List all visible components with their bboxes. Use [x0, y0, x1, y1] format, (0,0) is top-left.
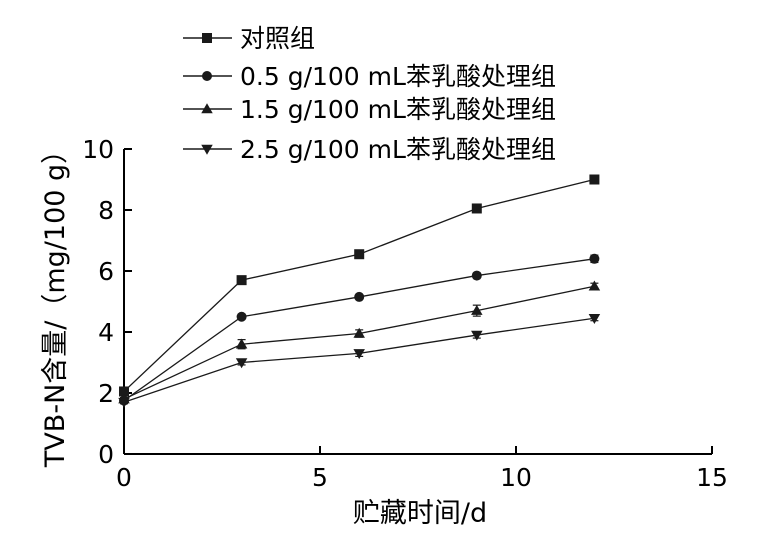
- data-point: [589, 174, 600, 185]
- axes: 0 5 10 15 0 2 4 6 8 10: [82, 135, 728, 492]
- y-tick-label: 6: [98, 257, 114, 286]
- y-axis-label: TVB-N含量/（mg/100 g）: [40, 137, 71, 468]
- data-point: [236, 311, 247, 322]
- legend-marker: [202, 33, 212, 43]
- legend-item: 0.5 g/100 mL苯乳酸处理组: [183, 62, 556, 91]
- series-line: [123, 285, 595, 400]
- legend-label: 对照组: [240, 24, 315, 53]
- data-point: [471, 304, 483, 315]
- y-tick-label: 8: [98, 196, 114, 225]
- data-point: [588, 314, 601, 325]
- data-point: [353, 327, 365, 338]
- series-1: [119, 174, 600, 397]
- legend: 对照组 0.5 g/100 mL苯乳酸处理组 1.5 g/100 mL苯乳酸处理组 2…: [183, 24, 556, 164]
- data-point: [353, 349, 365, 360]
- legend-label: 0.5 g/100 mL苯乳酸处理组: [240, 62, 556, 91]
- legend-label: 1.5 g/100 mL苯乳酸处理组: [240, 95, 556, 124]
- legend-item: 对照组: [183, 24, 315, 53]
- x-tick-label: 0: [116, 463, 132, 492]
- series-line: [123, 178, 595, 392]
- data-point: [589, 253, 600, 264]
- data-point: [354, 249, 365, 260]
- data-point: [588, 280, 601, 291]
- legend-marker: [201, 144, 213, 155]
- plot-area: [118, 174, 601, 408]
- series-4: [118, 314, 601, 408]
- data-point: [236, 275, 247, 286]
- x-axis-label: 贮藏时间/d: [353, 498, 487, 529]
- y-tick-label: 10: [82, 135, 114, 164]
- legend-marker: [201, 103, 213, 114]
- y-tick-label: 4: [98, 318, 114, 347]
- legend-item: 2.5 g/100 mL苯乳酸处理组: [183, 135, 556, 164]
- x-tick-label: 10: [500, 463, 532, 492]
- data-point: [118, 397, 130, 408]
- y-tick-label: 0: [98, 440, 114, 469]
- legend-marker: [202, 71, 212, 81]
- legend-item: 1.5 g/100 mL苯乳酸处理组: [183, 95, 556, 124]
- data-point: [471, 203, 482, 214]
- series-2: [119, 253, 600, 406]
- legend-label: 2.5 g/100 mL苯乳酸处理组: [240, 135, 556, 164]
- data-point: [235, 358, 248, 369]
- data-point: [471, 270, 482, 281]
- data-point: [471, 330, 483, 341]
- data-point: [354, 291, 365, 302]
- x-tick-label: 5: [312, 463, 328, 492]
- data-point: [235, 338, 248, 349]
- data-point: [119, 386, 129, 397]
- x-tick-label: 15: [696, 463, 728, 492]
- y-tick-label: 2: [98, 379, 114, 408]
